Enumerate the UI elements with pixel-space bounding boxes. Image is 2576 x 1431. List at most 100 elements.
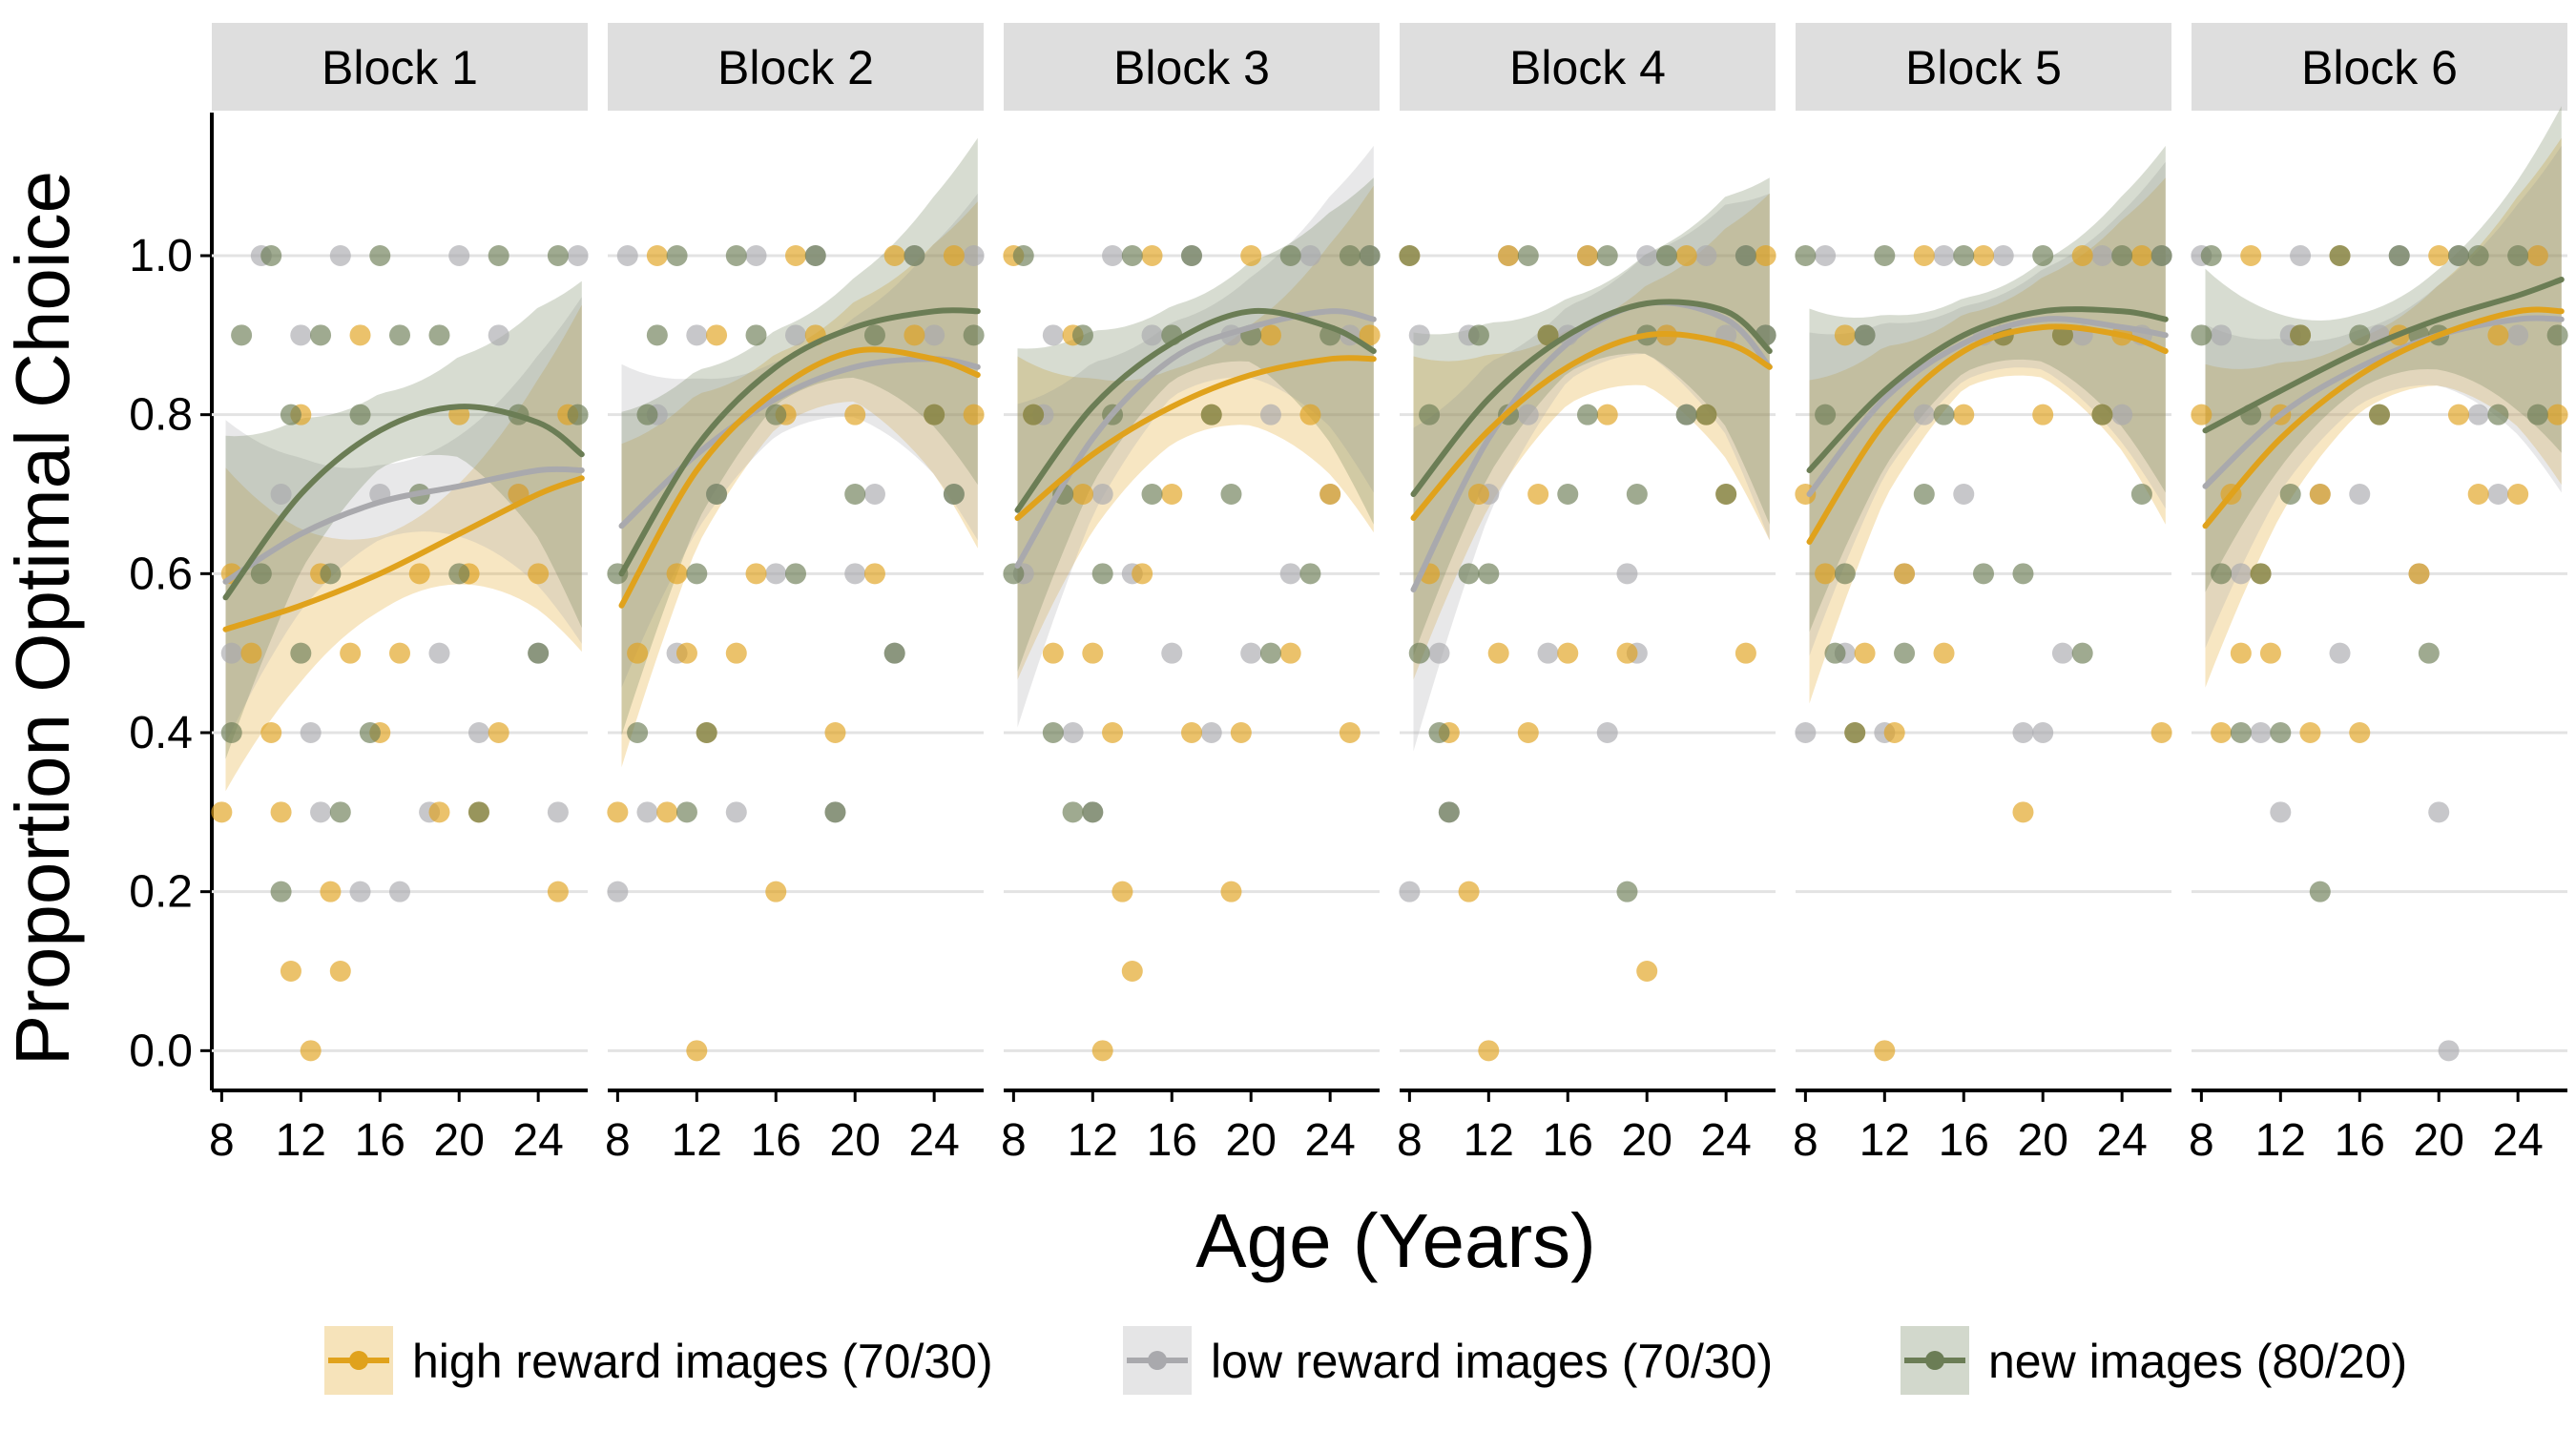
x-tick-label: 24 bbox=[1304, 1115, 1355, 1166]
fit-curve-high bbox=[2202, 306, 2565, 529]
data-point-high bbox=[1141, 245, 1163, 266]
data-point-high bbox=[1883, 722, 1905, 743]
data-point-high bbox=[2526, 245, 2548, 266]
legend-key-point bbox=[1925, 1351, 1944, 1370]
confidence-band-new bbox=[1413, 177, 1770, 656]
x-tick-label: 16 bbox=[751, 1115, 801, 1166]
x-tick-label: 24 bbox=[1700, 1115, 1751, 1166]
data-point-new bbox=[1071, 324, 1093, 346]
data-point-new bbox=[2150, 245, 2172, 266]
data-point-new bbox=[2369, 404, 2390, 425]
x-tick-label: 12 bbox=[1068, 1115, 1118, 1166]
data-point-new bbox=[290, 642, 312, 664]
data-point-low bbox=[636, 801, 658, 823]
fit-curve-low bbox=[1806, 316, 2169, 497]
data-point-new bbox=[1824, 642, 1846, 664]
data-point-high bbox=[1874, 1040, 1896, 1062]
data-point-high bbox=[607, 801, 629, 823]
x-tick-label: 24 bbox=[2096, 1115, 2147, 1166]
data-point-low bbox=[863, 484, 885, 505]
data-point-low bbox=[2051, 642, 2073, 664]
x-tick-label: 24 bbox=[908, 1115, 959, 1166]
fit-curve-high bbox=[1410, 331, 1773, 521]
data-point-high bbox=[270, 801, 292, 823]
data-point-high bbox=[2150, 722, 2172, 743]
x-tick-label: 20 bbox=[1226, 1115, 1277, 1166]
data-point-high bbox=[1102, 722, 1124, 743]
data-point-new bbox=[686, 563, 708, 585]
x-tick-label: 16 bbox=[1939, 1115, 1989, 1166]
data-point-new bbox=[1854, 324, 1876, 346]
data-point-new bbox=[448, 563, 470, 585]
data-point-low bbox=[1815, 245, 1837, 266]
data-point-new bbox=[2507, 245, 2529, 266]
x-tick-label: 24 bbox=[2492, 1115, 2543, 1166]
fit-curve-new bbox=[222, 404, 585, 601]
legend-label: new images (80/20) bbox=[1988, 1335, 2407, 1388]
data-point-low bbox=[1933, 245, 1955, 266]
x-tick-label: 20 bbox=[434, 1115, 485, 1166]
data-point-high bbox=[1557, 642, 1579, 664]
confidence-band-low bbox=[1809, 161, 2166, 656]
data-point-high bbox=[1478, 1040, 1500, 1062]
data-point-new bbox=[646, 324, 668, 346]
data-point-new bbox=[2111, 245, 2133, 266]
facet-panels: Block 1 8 12 16 20 24 Block 2 8 12 16 20 24 Block 3 8… bbox=[209, 23, 2568, 1166]
data-point-low bbox=[428, 642, 450, 664]
x-tick-label: 12 bbox=[1464, 1115, 1514, 1166]
data-point-high bbox=[1230, 722, 1252, 743]
data-point-new bbox=[1408, 642, 1430, 664]
data-point-new bbox=[349, 404, 371, 425]
data-point-new bbox=[2418, 642, 2440, 664]
data-point-low bbox=[2507, 324, 2529, 346]
data-point-new bbox=[2546, 324, 2568, 346]
data-point-low bbox=[1408, 324, 1430, 346]
data-point-new bbox=[636, 404, 658, 425]
data-point-high bbox=[2211, 722, 2233, 743]
data-point-new bbox=[2200, 245, 2222, 266]
data-point-high bbox=[1616, 642, 1638, 664]
x-tick-label: 8 bbox=[605, 1115, 631, 1166]
data-point-new bbox=[804, 245, 826, 266]
data-point-high bbox=[1596, 404, 1618, 425]
data-point-high bbox=[675, 642, 697, 664]
data-point-high bbox=[656, 801, 678, 823]
data-point-high bbox=[488, 722, 509, 743]
legend-item-new: new images (80/20) bbox=[1901, 1326, 2407, 1395]
data-point-new bbox=[2290, 324, 2312, 346]
data-point-new bbox=[2091, 404, 2113, 425]
data-point-new bbox=[1458, 563, 1480, 585]
data-point-high bbox=[280, 961, 301, 982]
confidence-band-high bbox=[2205, 137, 2562, 688]
data-point-new bbox=[1042, 722, 1064, 743]
data-point-low bbox=[1091, 484, 1113, 505]
data-point-new bbox=[231, 324, 253, 346]
data-point-low bbox=[844, 563, 866, 585]
data-point-low bbox=[389, 881, 410, 902]
fit-curve-new bbox=[1410, 299, 1773, 497]
data-point-low bbox=[1953, 484, 1975, 505]
data-point-low bbox=[2329, 642, 2351, 664]
data-point-new bbox=[675, 801, 697, 823]
data-point-low bbox=[1200, 722, 1222, 743]
data-point-low bbox=[2230, 563, 2252, 585]
x-tick-label: 12 bbox=[276, 1115, 326, 1166]
data-point-new bbox=[1220, 484, 1242, 505]
x-tick-label: 8 bbox=[1397, 1115, 1423, 1166]
data-point-high bbox=[2259, 642, 2281, 664]
data-point-low bbox=[1636, 245, 1658, 266]
data-point-new bbox=[220, 722, 242, 743]
data-point-new bbox=[1834, 563, 1856, 585]
data-point-high bbox=[2309, 484, 2331, 505]
data-point-low bbox=[2290, 245, 2312, 266]
data-point-new bbox=[2349, 324, 2371, 346]
facet-panel-3: Block 3 8 12 16 20 24 bbox=[1001, 23, 1381, 1166]
data-point-high bbox=[1181, 722, 1202, 743]
fit-curve-high bbox=[222, 475, 585, 633]
x-tick-label: 20 bbox=[2414, 1115, 2464, 1166]
data-point-high bbox=[646, 245, 668, 266]
data-point-new bbox=[2270, 722, 2292, 743]
x-tick-label: 24 bbox=[512, 1115, 563, 1166]
data-point-low bbox=[1161, 642, 1183, 664]
data-point-low bbox=[745, 245, 767, 266]
